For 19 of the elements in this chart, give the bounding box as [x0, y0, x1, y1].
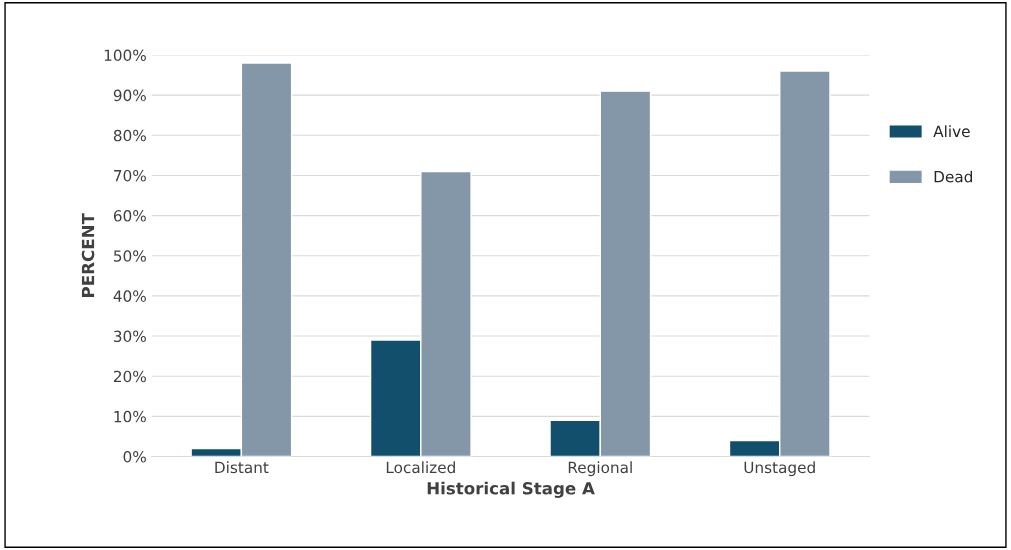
y-tick-label: 50% [114, 250, 146, 262]
y-tick-label: 60% [113, 210, 146, 222]
y-tick-label: 0% [123, 450, 146, 463]
y-tick-label: 70% [114, 169, 146, 182]
y-tick-label: 20% [113, 370, 146, 383]
y-tick-label: 80% [113, 129, 146, 142]
legend-label: Alive [933, 125, 970, 138]
y-tick-label: 30% [114, 330, 146, 343]
x-tick-label: Localized [386, 461, 455, 474]
y-tick-label: 10% [114, 410, 146, 423]
y-tick-label: 40% [113, 290, 146, 302]
y-tick-label: 100% [104, 49, 146, 62]
y-tick-label: 90% [113, 89, 146, 102]
x-axis-title: Historical Stage A [427, 481, 595, 498]
x-tick-label: Unstaged [744, 461, 815, 477]
x-tick-label: Regional [568, 461, 632, 477]
y-axis-title: PERCENT [81, 213, 95, 297]
legend-label: Dead [934, 170, 972, 183]
x-tick-label: Distant [215, 461, 269, 474]
